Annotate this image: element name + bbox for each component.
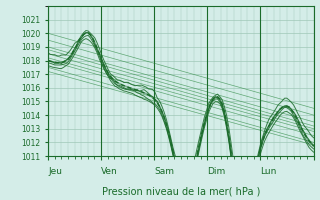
Text: Pression niveau de la mer( hPa ): Pression niveau de la mer( hPa ): [102, 187, 260, 197]
Text: Lun: Lun: [260, 167, 277, 176]
Text: Sam: Sam: [154, 167, 174, 176]
Text: Jeu: Jeu: [48, 167, 62, 176]
Text: Ven: Ven: [101, 167, 118, 176]
Text: Dim: Dim: [207, 167, 226, 176]
